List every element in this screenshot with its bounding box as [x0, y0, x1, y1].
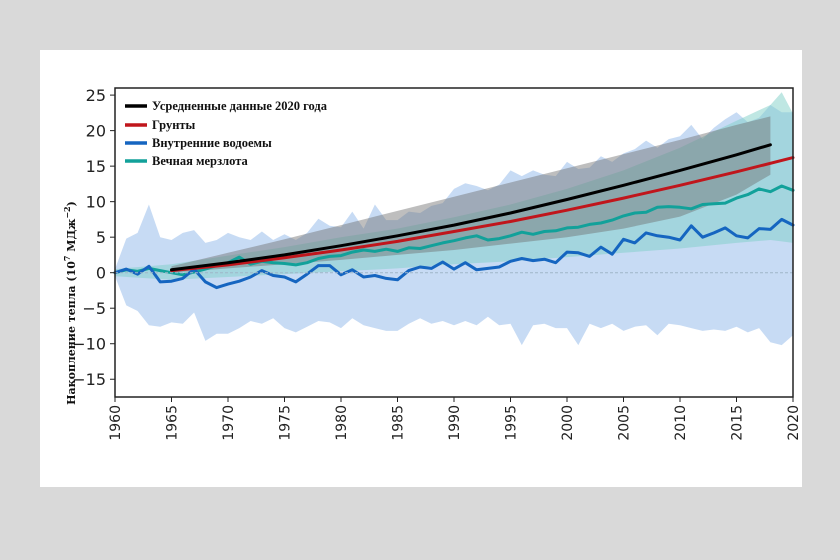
legend-label-average-2020: Усредненные данные 2020 года — [152, 99, 328, 113]
x-tick-label: 1985 — [391, 405, 407, 441]
y-axis-label: Накопление тепла (107 МДж−2) — [62, 201, 78, 405]
x-tick-label: 2020 — [786, 405, 802, 441]
x-tick-label: 1990 — [447, 405, 463, 441]
x-tick-label: 2005 — [617, 405, 633, 441]
range-band-1 — [115, 92, 793, 280]
legend-item-soils: Грунты — [125, 118, 196, 132]
y-tick-label: −15 — [72, 370, 106, 389]
x-tick-label: 1995 — [504, 405, 520, 441]
y-tick-label: 15 — [86, 157, 106, 176]
y-tick-label: 25 — [86, 86, 106, 105]
y-tick-label: 0 — [96, 264, 106, 283]
range-band-2 — [171, 116, 771, 273]
y-tick-label: −5 — [82, 299, 106, 318]
lines-layer — [113, 143, 795, 290]
x-tick-label: 1965 — [165, 405, 181, 441]
x-tick-label: 1980 — [334, 405, 350, 441]
legend-label-permafrost: Вечная мерзлота — [152, 154, 249, 168]
chart-card: 25 20 15 10 5 0 −5 −10 −15 1960 1965 1970 1975 1980 19… — [40, 50, 802, 487]
y-tick-label: 10 — [86, 193, 106, 212]
y-tick-label: 5 — [96, 228, 106, 247]
y-tick-label: −10 — [72, 335, 106, 354]
x-tick-label: 2010 — [673, 405, 689, 441]
bands-layer — [115, 92, 793, 346]
series-line-soils — [170, 156, 795, 273]
legend-label-soils: Грунты — [152, 118, 196, 132]
legend: Усредненные данные 2020 года Грунты Внут… — [125, 99, 328, 168]
legend-item-permafrost: Вечная мерзлота — [125, 154, 249, 168]
x-tick-label: 2000 — [560, 405, 576, 441]
x-tick-label: 1975 — [278, 405, 294, 441]
series-line-average-2020 — [170, 143, 772, 272]
y-tick-label: 20 — [86, 122, 106, 141]
x-tick-label: 1970 — [221, 405, 237, 441]
series-line-inland-waters — [113, 217, 795, 290]
legend-item-inland-waters: Внутренние водоемы — [125, 136, 272, 150]
x-tick-label: 2015 — [730, 405, 746, 441]
legend-label-inland-waters: Внутренние водоемы — [152, 136, 272, 150]
x-tick-label: 1960 — [108, 405, 124, 441]
legend-item-average-2020: Усредненные данные 2020 года — [125, 99, 328, 113]
plot-frame — [114, 87, 794, 398]
